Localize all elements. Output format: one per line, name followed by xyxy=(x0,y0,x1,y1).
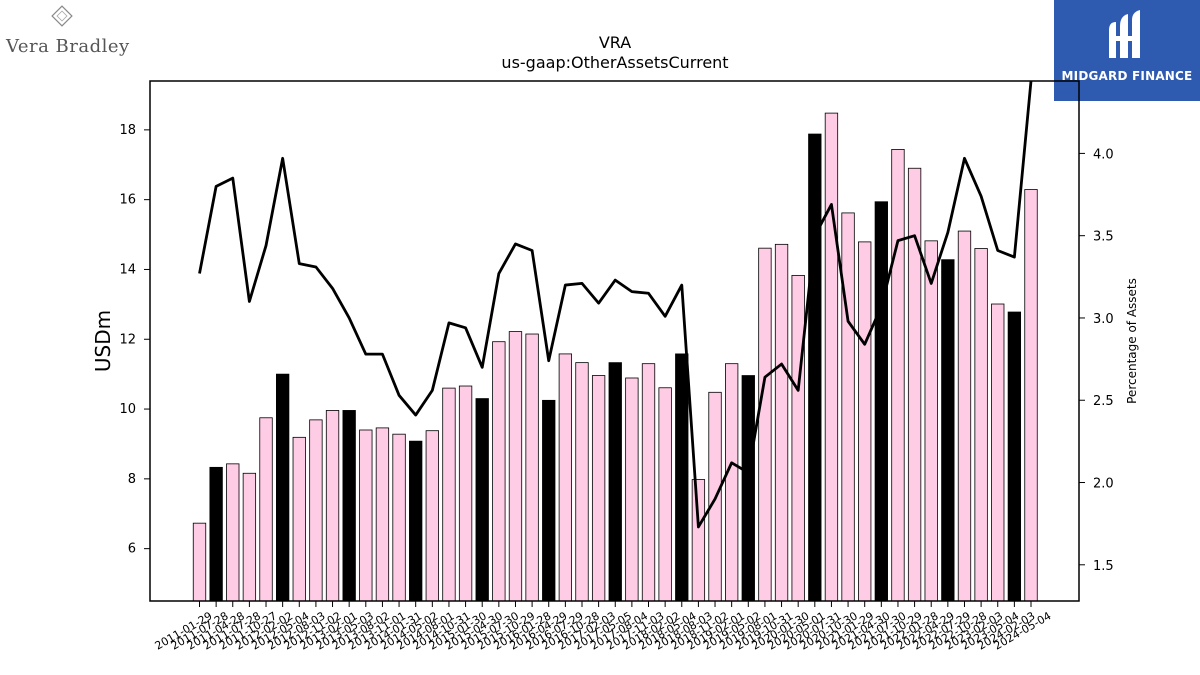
diamond-icon xyxy=(51,5,73,27)
vera-bradley-logo: Vera Bradley xyxy=(0,0,130,70)
bar xyxy=(658,387,672,602)
y2-tick-label: 1.5 xyxy=(1093,559,1114,574)
bar xyxy=(1024,189,1038,602)
bar xyxy=(392,433,406,602)
bar xyxy=(292,436,306,602)
bar xyxy=(957,230,972,602)
bar xyxy=(774,243,789,602)
bar xyxy=(575,362,589,602)
bar xyxy=(342,410,356,602)
bar xyxy=(525,333,539,602)
vera-bradley-wordmark: Vera Bradley xyxy=(6,36,130,57)
x-axis: 2011-01-292011-07-282011-04-282011-07-28… xyxy=(153,601,1054,653)
bar xyxy=(758,247,772,602)
chart-subtitle: us-gaap:OtherAssetsCurrent xyxy=(501,53,728,72)
bar xyxy=(591,375,606,602)
y2-tick-label: 4.0 xyxy=(1093,147,1114,162)
bar xyxy=(841,212,855,602)
bar xyxy=(725,363,739,602)
y-tick-label: 8 xyxy=(128,472,136,487)
y2-tick-label: 3.5 xyxy=(1093,230,1114,245)
bar xyxy=(824,112,839,602)
bar xyxy=(891,148,905,602)
y-tick-label: 16 xyxy=(119,193,136,208)
bar xyxy=(259,417,273,602)
y-tick-label: 12 xyxy=(119,332,136,347)
bar xyxy=(791,274,805,602)
bar xyxy=(425,430,439,602)
bar xyxy=(442,387,456,602)
bar xyxy=(924,240,938,602)
bar xyxy=(375,427,390,602)
bar xyxy=(691,479,706,602)
bars-group xyxy=(192,112,1038,602)
midgard-finance-wordmark: MIDGARD FINANCE xyxy=(1061,69,1193,83)
bar xyxy=(907,167,922,602)
bar xyxy=(675,353,689,602)
bar xyxy=(1007,311,1022,602)
bar xyxy=(741,375,755,602)
y2-axis-label: Percentage of Assets xyxy=(1125,278,1139,404)
plot-frame xyxy=(149,80,1080,602)
bar xyxy=(874,201,888,602)
right-axis: 1.5 2.0 2.5 3.0 3.5 4.0 xyxy=(1079,147,1114,574)
bar xyxy=(226,463,240,602)
y2-tick-label: 3.0 xyxy=(1093,312,1114,327)
y-tick-label: 6 xyxy=(128,542,136,557)
bar xyxy=(608,362,622,602)
y-tick-label: 18 xyxy=(119,123,136,138)
bar xyxy=(974,248,988,602)
bar xyxy=(458,385,473,602)
bar xyxy=(475,398,489,602)
bar xyxy=(625,377,639,602)
percentage-line xyxy=(198,80,1033,529)
bar xyxy=(192,522,207,602)
bar xyxy=(641,363,656,602)
y-axis-label: USDm xyxy=(91,310,115,372)
y-tick-label: 10 xyxy=(119,402,136,417)
bar xyxy=(242,472,257,602)
y2-tick-label: 2.0 xyxy=(1093,477,1114,492)
y2-tick-label: 2.5 xyxy=(1093,394,1114,409)
bar xyxy=(558,353,573,602)
bar xyxy=(991,303,1005,602)
line-layer xyxy=(198,80,1033,529)
bar xyxy=(359,429,373,602)
y-tick-label: 14 xyxy=(119,262,136,277)
bar xyxy=(941,259,955,602)
bar xyxy=(209,466,223,602)
bar xyxy=(325,410,340,602)
bar xyxy=(409,440,423,602)
bar xyxy=(275,373,290,602)
bar xyxy=(808,133,822,602)
bar xyxy=(542,399,556,602)
left-axis: 6 8 10 12 14 16 18 xyxy=(119,123,150,557)
chart-title: VRA xyxy=(599,33,631,52)
bar xyxy=(508,331,523,602)
bar xyxy=(858,241,872,602)
bar xyxy=(309,419,323,602)
midgard-mark-icon xyxy=(1109,10,1140,58)
bar xyxy=(492,341,506,602)
